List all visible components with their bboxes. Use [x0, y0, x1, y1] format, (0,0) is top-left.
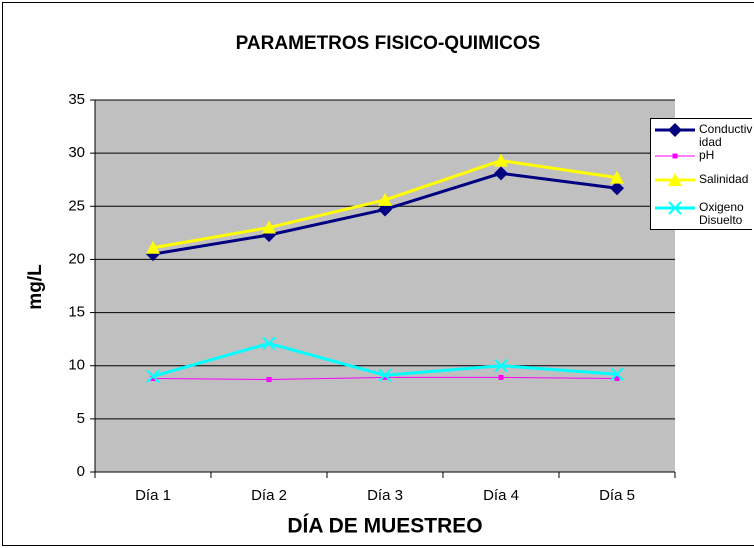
marker	[668, 173, 682, 186]
marker	[262, 336, 276, 351]
chart-title: PARAMETROS FISICO-QUIMICOS	[236, 33, 541, 54]
marker	[498, 374, 504, 380]
marker	[382, 374, 388, 380]
marker	[378, 202, 392, 217]
y-tick-label: 15	[68, 304, 85, 321]
x-tick-label: Día 5	[599, 487, 635, 504]
y-tick-label: 5	[77, 410, 85, 427]
legend-key	[655, 153, 695, 159]
marker	[262, 220, 276, 234]
y-tick-label: 35	[68, 91, 85, 108]
marker	[150, 375, 156, 381]
marker	[610, 170, 624, 184]
marker	[494, 166, 508, 181]
y-tick-label: 30	[68, 144, 85, 161]
legend-key	[655, 201, 695, 215]
legend-label: pH	[699, 149, 715, 162]
marker	[494, 153, 508, 167]
legend: Conductividad pH Salinidad Oxigeno Disuelto	[650, 118, 752, 230]
x-tick-label: Día 3	[367, 487, 403, 504]
y-tick-label: 25	[68, 197, 85, 214]
marker	[614, 375, 620, 381]
legend-key	[655, 123, 695, 137]
y-tick-label: 0	[77, 463, 85, 480]
marker	[146, 369, 160, 384]
legend-label: Oxigeno Disuelto	[699, 201, 744, 227]
y-axis-label: mg/L	[25, 264, 46, 310]
marker	[146, 240, 160, 254]
marker	[378, 368, 392, 382]
marker	[266, 377, 272, 383]
legend-label: Conductividad	[699, 123, 753, 149]
marker	[494, 359, 508, 373]
marker	[672, 153, 678, 159]
x-axis-label: DÍA DE MUESTREO	[287, 515, 482, 538]
marker	[378, 192, 392, 206]
marker	[668, 201, 682, 215]
legend-key	[655, 173, 695, 186]
marker	[668, 123, 682, 137]
marker	[610, 181, 624, 196]
x-tick-label: Día 4	[483, 487, 519, 504]
y-tick-label: 10	[68, 357, 85, 374]
plot-area	[95, 100, 675, 472]
marker	[610, 367, 624, 381]
y-tick-label: 20	[68, 250, 85, 267]
legend-label: Salinidad	[699, 173, 749, 186]
x-tick-label: Día 1	[135, 487, 171, 504]
x-tick-label: Día 2	[251, 487, 287, 504]
